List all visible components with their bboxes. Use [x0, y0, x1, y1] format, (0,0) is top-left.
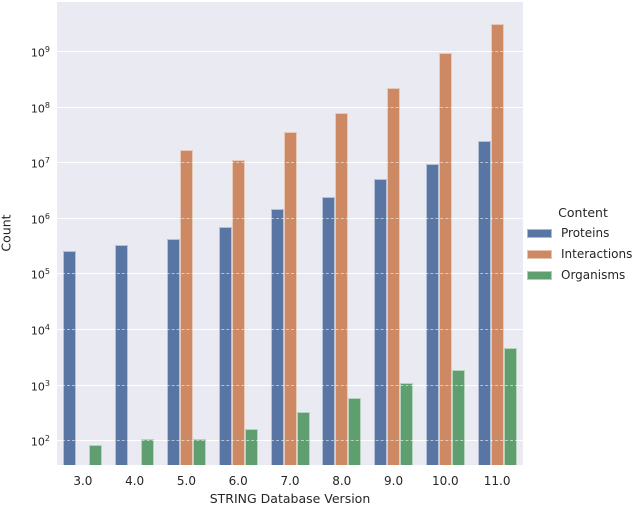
bar-organisms-6.0 — [244, 428, 258, 465]
legend-swatch-interactions — [527, 249, 552, 259]
legend-swatch-organisms — [527, 270, 552, 280]
bar-interactions-5.0 — [179, 149, 193, 465]
y-tick-label-1e2: 102 — [30, 434, 50, 449]
y-tick-label-1e7: 107 — [30, 156, 50, 172]
x-tick-label-3.0: 3.0 — [73, 474, 93, 488]
bar-organisms-9.0 — [400, 383, 414, 465]
gridline-overlay-1e8 — [57, 106, 523, 108]
bar-organisms-8.0 — [348, 398, 362, 465]
y-tick-label-1e8: 108 — [30, 100, 50, 116]
x-tick-label-6.0: 6.0 — [228, 474, 248, 488]
bar-interactions-6.0 — [231, 159, 245, 465]
legend-items: Proteins Interactions Organisms — [527, 226, 639, 282]
x-tick-label-10.0: 10.0 — [431, 474, 459, 488]
x-tick-label-11.0: 11.0 — [483, 474, 511, 488]
bar-organisms-4.0 — [141, 438, 155, 465]
x-tick-label-4.0: 4.0 — [125, 474, 145, 488]
bar-organisms-3.0 — [89, 445, 103, 465]
y-tick-label-1e9: 109 — [30, 45, 50, 61]
y-axis-label: Count — [0, 214, 14, 252]
gridline-overlay-1e4 — [57, 328, 523, 330]
legend-swatch-proteins — [527, 228, 552, 238]
x-axis-label: STRING Database Version — [209, 491, 371, 506]
plot-area — [57, 2, 523, 465]
bar-organisms-5.0 — [192, 438, 206, 465]
gridline-overlay-1e9 — [57, 51, 523, 53]
gridline-overlay-1e3 — [57, 384, 523, 386]
y-tick-label-1e4: 104 — [30, 322, 50, 338]
x-tick-label-7.0: 7.0 — [280, 474, 300, 488]
legend-label-interactions: Interactions — [561, 247, 633, 261]
legend-item-interactions: Interactions — [527, 247, 639, 261]
gridline-overlay-1e5 — [57, 273, 523, 275]
y-tick-label-1e3: 103 — [30, 378, 50, 394]
bar-proteins-10.0 — [425, 164, 439, 465]
bar-interactions-7.0 — [283, 132, 297, 465]
gridline-overlay-1e2 — [57, 440, 523, 442]
y-tick-label-1e5: 105 — [30, 267, 50, 283]
bar-organisms-7.0 — [296, 411, 310, 465]
legend-item-organisms: Organisms — [527, 268, 639, 282]
bar-proteins-8.0 — [322, 196, 336, 465]
x-tick-label-9.0: 9.0 — [384, 474, 404, 488]
bar-interactions-11.0 — [490, 24, 504, 465]
legend: Content Proteins Interactions Organisms — [527, 205, 639, 290]
bar-proteins-5.0 — [166, 239, 180, 465]
bar-interactions-10.0 — [438, 52, 452, 465]
gridline-overlay-1e6 — [57, 217, 523, 219]
x-tick-label-8.0: 8.0 — [332, 474, 352, 488]
legend-label-proteins: Proteins — [561, 226, 610, 240]
bar-interactions-8.0 — [335, 113, 349, 465]
bar-organisms-11.0 — [503, 348, 517, 465]
legend-label-organisms: Organisms — [561, 268, 626, 282]
bar-proteins-6.0 — [218, 226, 232, 465]
legend-item-proteins: Proteins — [527, 226, 639, 240]
bar-interactions-9.0 — [387, 87, 401, 465]
bar-proteins-4.0 — [115, 244, 129, 465]
y-tick-label-1e6: 106 — [30, 211, 50, 227]
bar-proteins-7.0 — [270, 208, 284, 465]
bar-organisms-10.0 — [451, 370, 465, 465]
bar-proteins-3.0 — [63, 251, 77, 465]
bar-proteins-9.0 — [374, 179, 388, 465]
bar-proteins-11.0 — [477, 141, 491, 465]
gridline-overlay-1e7 — [57, 162, 523, 164]
legend-title: Content — [558, 205, 608, 220]
x-tick-label-5.0: 5.0 — [176, 474, 196, 488]
